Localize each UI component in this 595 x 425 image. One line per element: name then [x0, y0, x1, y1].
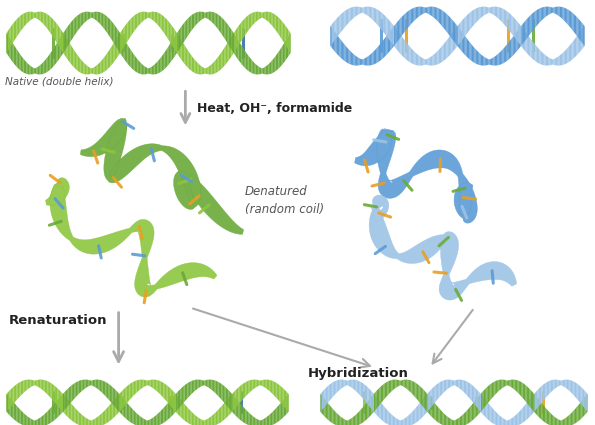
Text: Hybridization: Hybridization: [308, 368, 409, 380]
Text: Heat, OH⁻, formamide: Heat, OH⁻, formamide: [198, 102, 353, 115]
Text: Denatured
(random coil): Denatured (random coil): [245, 185, 324, 216]
Polygon shape: [46, 178, 217, 297]
Polygon shape: [369, 195, 516, 300]
Text: Native (double helix): Native (double helix): [5, 76, 114, 86]
Polygon shape: [355, 129, 477, 223]
Polygon shape: [80, 119, 244, 234]
Text: Renaturation: Renaturation: [9, 314, 108, 327]
